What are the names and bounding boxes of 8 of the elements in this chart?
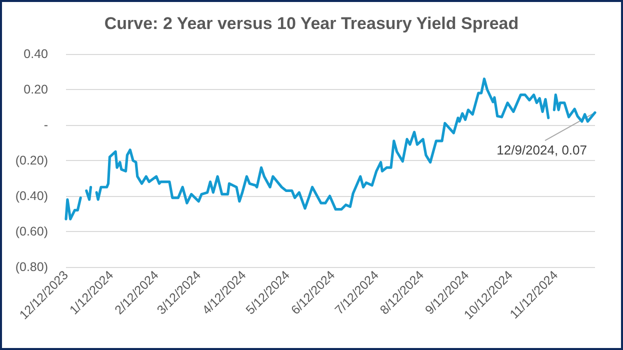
y-tick-label: (0.40): [15, 189, 48, 203]
y-tick-label: (0.20): [15, 154, 48, 168]
y-tick-label: 0.40: [24, 47, 48, 61]
y-tick-label: -: [44, 118, 48, 132]
y-tick-label: (0.60): [15, 224, 48, 238]
y-tick-label: 0.20: [24, 82, 48, 96]
annotation: 12/9/2024, 0.07: [496, 142, 587, 158]
chart-title: Curve: 2 Year versus 10 Year Treasury Yield Spread: [104, 14, 519, 33]
